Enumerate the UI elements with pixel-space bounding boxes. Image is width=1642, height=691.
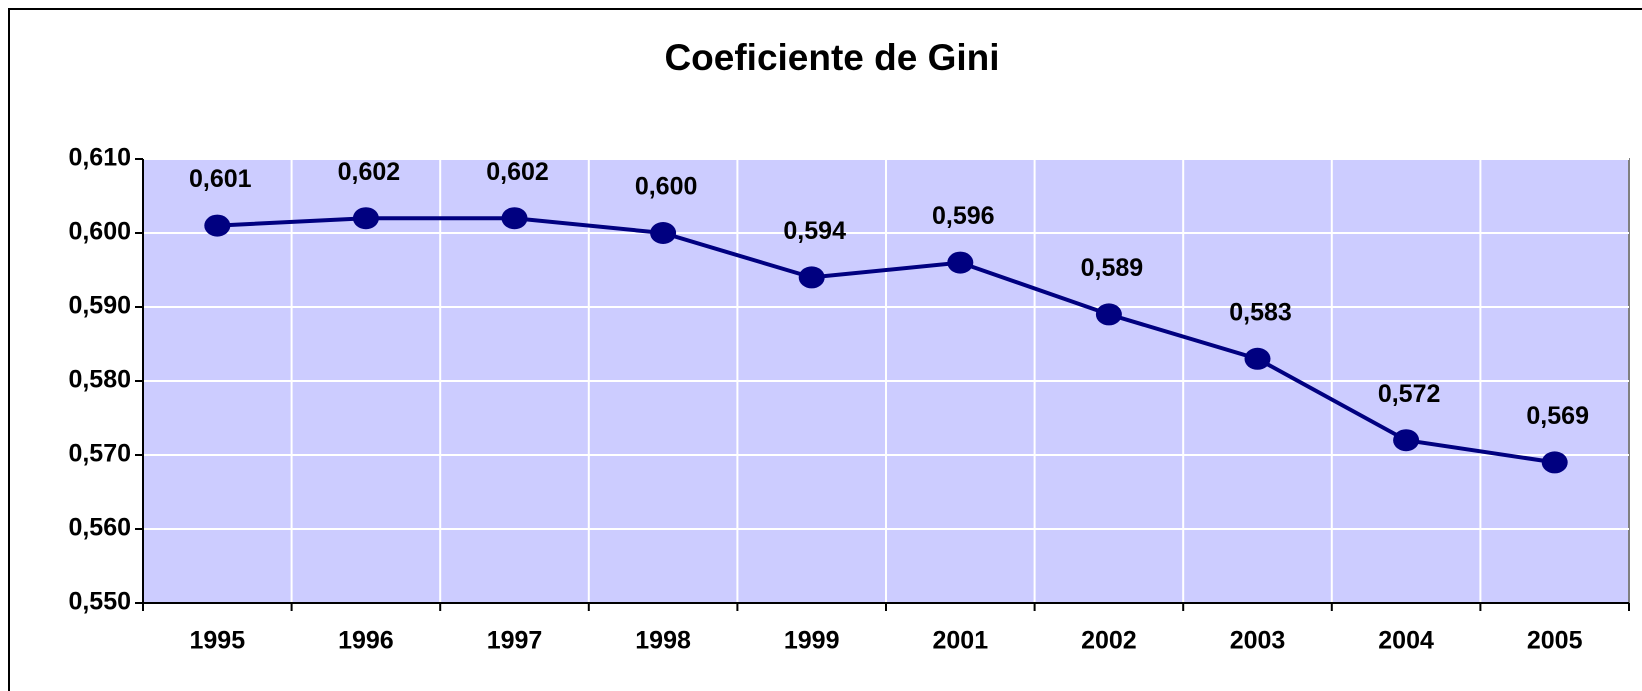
data-label: 0,601 [189, 165, 252, 193]
data-label: 0,602 [486, 158, 549, 186]
marker [352, 207, 379, 230]
data-label: 0,600 [635, 173, 698, 201]
y-tick-label: 0,570 [68, 440, 131, 468]
marker [204, 214, 231, 237]
y-tick-label: 0,580 [68, 366, 131, 394]
marker [1244, 347, 1271, 370]
x-tick-label: 1995 [189, 627, 245, 655]
chart-title: Coeficiente de Gini [664, 37, 999, 78]
y-tick-label: 0,600 [68, 218, 131, 246]
marker [1541, 451, 1568, 474]
x-tick-label: 2005 [1527, 627, 1583, 655]
marker [1393, 429, 1420, 452]
marker [947, 251, 974, 274]
marker [650, 222, 677, 244]
marker [798, 266, 825, 289]
data-label: 0,596 [932, 202, 995, 230]
x-tick-label: 1997 [487, 627, 543, 655]
y-tick-label: 0,610 [68, 144, 131, 172]
x-tick-label: 2004 [1378, 627, 1434, 655]
y-tick-label: 0,550 [68, 588, 131, 616]
data-label: 0,602 [338, 158, 401, 186]
y-tick-label: 0,590 [68, 292, 131, 320]
x-tick-label: 1998 [635, 627, 691, 655]
marker [1095, 303, 1122, 326]
data-label: 0,589 [1081, 254, 1144, 282]
x-tick-label: 1999 [784, 627, 840, 655]
data-label: 0,594 [783, 217, 846, 245]
x-tick-label: 2003 [1230, 627, 1286, 655]
x-tick-label: 1996 [338, 627, 394, 655]
x-tick-label: 2002 [1081, 627, 1137, 655]
line [217, 216, 1555, 465]
x-tick-label: 2001 [932, 627, 988, 655]
data-label: 0,572 [1378, 380, 1441, 408]
data-label: 0,583 [1229, 298, 1292, 326]
data-label: 0,569 [1526, 402, 1589, 430]
y-tick-label: 0,560 [68, 514, 131, 542]
marker [501, 207, 528, 230]
